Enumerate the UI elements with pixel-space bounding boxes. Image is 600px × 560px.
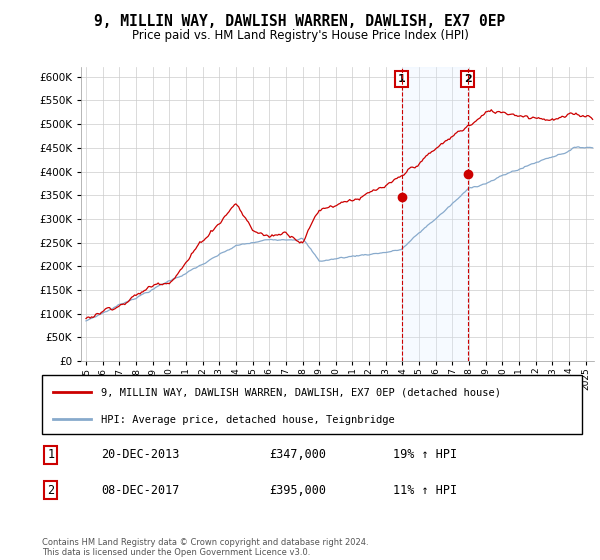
Text: 08-DEC-2017: 08-DEC-2017 bbox=[101, 483, 180, 497]
Text: 20-DEC-2013: 20-DEC-2013 bbox=[101, 449, 180, 461]
FancyBboxPatch shape bbox=[42, 375, 582, 434]
Text: 2: 2 bbox=[464, 74, 472, 84]
Text: Contains HM Land Registry data © Crown copyright and database right 2024.
This d: Contains HM Land Registry data © Crown c… bbox=[42, 538, 368, 557]
Text: 9, MILLIN WAY, DAWLISH WARREN, DAWLISH, EX7 0EP: 9, MILLIN WAY, DAWLISH WARREN, DAWLISH, … bbox=[94, 14, 506, 29]
Text: 1: 1 bbox=[47, 449, 55, 461]
Text: £395,000: £395,000 bbox=[269, 483, 326, 497]
Text: 1: 1 bbox=[398, 74, 406, 84]
Text: 19% ↑ HPI: 19% ↑ HPI bbox=[393, 449, 457, 461]
Text: HPI: Average price, detached house, Teignbridge: HPI: Average price, detached house, Teig… bbox=[101, 416, 395, 426]
Text: 9, MILLIN WAY, DAWLISH WARREN, DAWLISH, EX7 0EP (detached house): 9, MILLIN WAY, DAWLISH WARREN, DAWLISH, … bbox=[101, 388, 502, 398]
Text: £347,000: £347,000 bbox=[269, 449, 326, 461]
Bar bbox=[401, 67, 468, 361]
Text: 2: 2 bbox=[47, 483, 55, 497]
Text: Price paid vs. HM Land Registry's House Price Index (HPI): Price paid vs. HM Land Registry's House … bbox=[131, 29, 469, 42]
Text: 11% ↑ HPI: 11% ↑ HPI bbox=[393, 483, 457, 497]
